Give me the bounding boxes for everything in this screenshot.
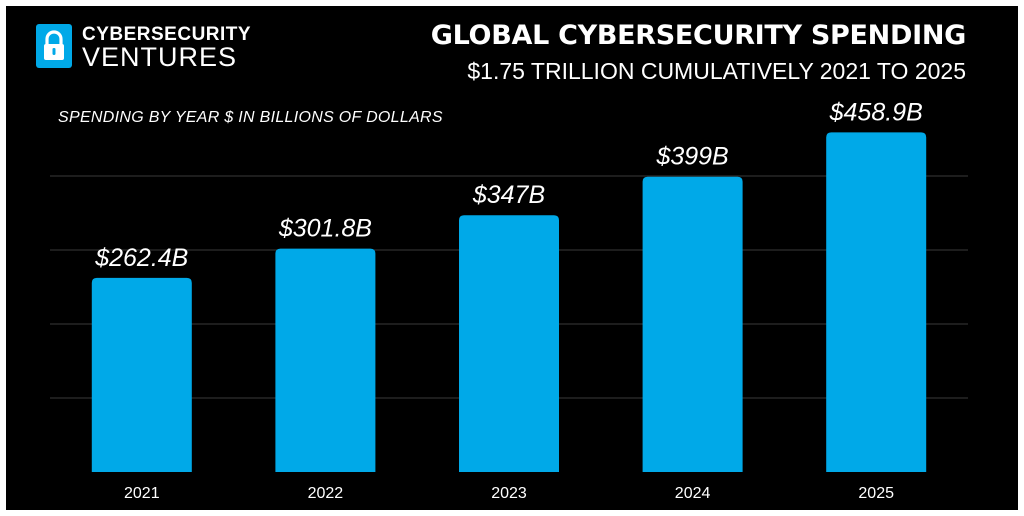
x-tick-label: 2023 [491, 485, 527, 502]
bar-chart: $262.4B 2021 $301.8B 2022 $347B 2023 $399B 2024… [50, 98, 968, 502]
bar-2023 [459, 215, 559, 472]
logo: CYBERSECURITY VENTURES [36, 22, 276, 76]
chart-units-label: SPENDING BY YEAR $ IN BILLIONS OF DOLLAR… [58, 109, 443, 126]
bar-2024 [642, 176, 743, 473]
bar-value-label: $262.4B [94, 244, 188, 272]
chart-frame: CYBERSECURITY VENTURES GLOBAL CYBERSECUR… [6, 6, 1018, 510]
chart-title: GLOBAL CYBERSECURITY SPENDING [430, 20, 967, 51]
bar-2025 [826, 132, 927, 472]
x-tick-label: 2024 [675, 485, 711, 502]
bar-value-label: $458.9B [829, 98, 923, 126]
logo-line1: CYBERSECURITY [82, 24, 252, 45]
x-tick-label: 2021 [124, 485, 160, 502]
padlock-icon [36, 24, 72, 68]
chart-subtitle: $1.75 TRILLION CUMULATIVELY 2021 TO 2025 [467, 58, 966, 84]
bar-value-label: $347B [472, 181, 545, 209]
bar-2021 [91, 277, 192, 472]
x-tick-label: 2025 [858, 485, 894, 502]
bar-value-label: $301.8B [278, 215, 372, 243]
bar-value-label: $399B [655, 143, 728, 171]
x-tick-label: 2022 [308, 485, 344, 502]
bar-2022 [275, 248, 376, 472]
logo-line2: VENTURES [82, 42, 238, 72]
